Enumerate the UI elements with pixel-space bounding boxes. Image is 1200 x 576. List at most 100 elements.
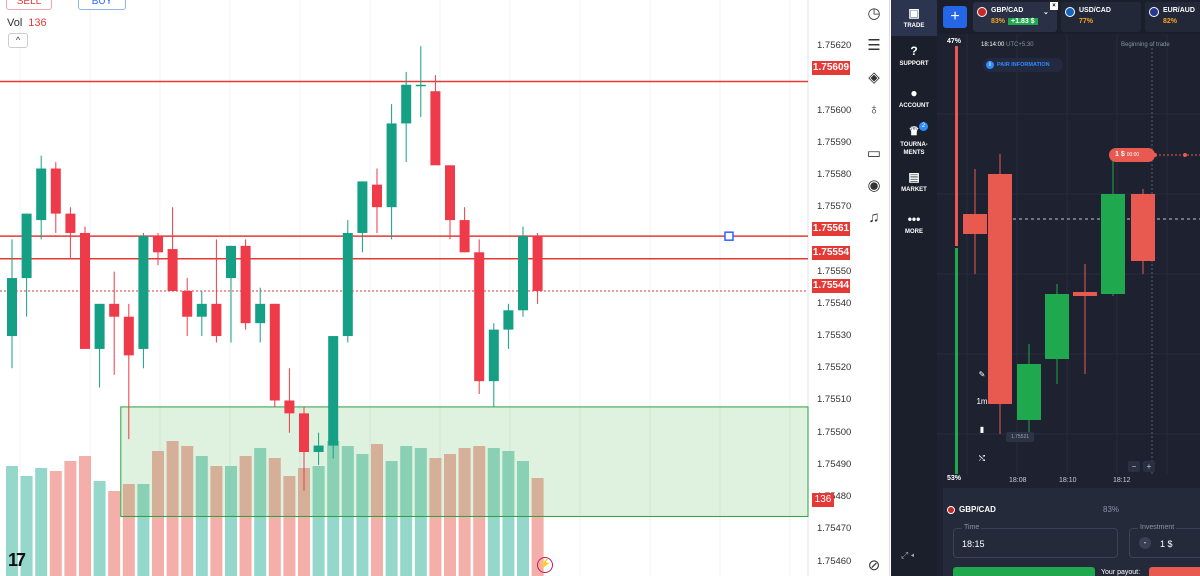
bell-icon[interactable]: ♫ [868,209,880,226]
volume-bar [152,451,164,576]
fullscreen-icon[interactable]: ⤢ ◂ [901,550,915,560]
candle-body [430,91,441,166]
tab-usd-cad[interactable]: USD/CAD 77% [1061,2,1141,32]
candle-body [284,400,295,414]
flag-icon [977,7,987,17]
volume-bar [517,461,529,576]
volume-bar [341,446,354,576]
candlestick-chart[interactable] [0,0,858,576]
compass-icon[interactable]: ⊘ [867,557,881,574]
investment-field[interactable]: Investment 1 $ [1129,524,1200,558]
tradingview-chart[interactable]: SELL BUY Vol 136 ^ 1.75620 1.75600 1.75590 1… [0,0,858,576]
collapse-legend-button[interactable]: ^ [8,33,28,48]
payout-label: Your payout: [1101,569,1141,576]
candle-body [988,174,1012,404]
volume-bar [79,456,91,576]
add-asset-button[interactable]: + [943,6,967,28]
chart-type-icon[interactable]: ▮ [979,425,985,434]
sidebar-item-label: TRADE [903,23,925,29]
volume-bar [414,448,427,576]
tab-label: USD/CAD [1079,7,1111,14]
volume-bar [502,451,515,576]
close-icon[interactable]: × [1050,2,1058,10]
candle-body [518,236,528,311]
highlight-zone [120,406,809,517]
investment-field-value: 1 $ [1160,539,1173,549]
sidebar-item-account[interactable]: ● ACCOUNT [891,86,937,109]
sell-percentage: 53% [947,475,962,482]
higher-button[interactable] [953,567,1095,576]
buy-button[interactable]: BUY [78,0,126,10]
sidebar-item-market[interactable]: ▤ MARKET [891,170,937,193]
line-handle [724,231,734,241]
trading-app: ▣ TRADE ? SUPPORT ● ACCOUNT ♛ TOURNA- MENTS … [891,0,1200,576]
candle-body [1017,364,1041,420]
trade-time: 00:00 [1126,152,1140,158]
volume-bar [49,471,62,576]
zoom-out-button[interactable]: − [1128,461,1140,472]
tab-payout: 83% [991,18,1006,25]
candle-body [123,316,134,356]
chat-icon[interactable]: ▭ [866,145,882,162]
decrease-investment-button[interactable]: - [1139,537,1151,549]
candle-body [138,236,149,349]
volume-bar [400,446,413,576]
sidebar-item-trade[interactable]: ▣ TRADE [891,0,937,36]
add-list-icon[interactable]: ☰ [867,37,881,54]
broadcast-icon[interactable]: ◉ [867,177,881,194]
volume-badge: 136 [812,493,834,507]
candle-body [1045,294,1069,359]
layers-icon[interactable]: ◈ [868,69,880,86]
volume-bar [268,458,281,576]
sell-button[interactable]: SELL [6,0,52,10]
indicator-icon[interactable]: ⤭ [978,454,986,463]
price-tick-label: 1.75600 [817,104,852,116]
pencil-icon[interactable]: ✎ [978,370,986,379]
sidebar-item-tournaments[interactable]: ♛ TOURNA- MENTS [891,124,937,157]
candle-body [328,336,339,446]
candle-body [7,278,17,337]
clock-icon[interactable]: ◷ [867,5,881,22]
sidebar-item-label: ACCOUNT [899,103,929,109]
candle-body [255,303,266,324]
time-tick: 18:12 [1113,477,1131,484]
candle-body [313,445,324,453]
candle-body [401,84,412,124]
tab-gbp-cad[interactable]: GBP/CAD 83% +1.83 $ ⌄ × [973,2,1058,32]
pair-information-button[interactable]: PAIR INFORMATION [983,58,1063,72]
candle-body [50,168,61,214]
sidebar-item-label: SUPPORT [899,61,929,67]
lightning-icon[interactable]: ⚡ [537,557,553,573]
volume-bar [108,491,121,576]
tab-eur-aud[interactable]: EUR/AUD 82% [1145,2,1200,32]
beginning-of-trade-label: Beginning of trade [1121,42,1170,48]
volume-legend-value: 136 [28,17,47,29]
volume-bar [64,461,77,576]
tradingview-logo[interactable]: 17 [8,550,26,570]
timeframe-button[interactable]: 1m [976,397,988,406]
candle-body [240,245,251,324]
sidebar-item-support[interactable]: ? SUPPORT [891,44,937,67]
volume-legend: Vol 136 [7,17,47,29]
help-icon: ? [910,44,918,58]
candle-body [357,181,368,233]
lightbulb-icon[interactable]: ♁ [868,101,880,118]
volume-bar [166,441,179,576]
trade-chart[interactable] [937,34,1200,488]
price-tick-label: 1.75540 [817,297,852,309]
candle-body [21,213,32,279]
time-field[interactable]: Time 18:15 [953,524,1118,558]
chevron-down-icon[interactable]: ⌄ [1043,9,1049,16]
sidebar-item-more[interactable]: ••• MORE [891,212,937,235]
tab-label: EUR/AUD [1163,7,1195,14]
trade-point [1183,153,1187,157]
timezone-label: UTC+5:30 [1006,42,1034,48]
time-tick: 18:10 [1059,477,1077,484]
volume-bar [487,448,500,576]
price-tick-label: 1.75510 [817,394,852,406]
sidebar-item-label: TOURNA- MENTS [900,142,928,156]
volume-bar [225,466,237,576]
lower-button[interactable] [1149,567,1200,576]
flag-icon [1065,7,1075,17]
zoom-in-button[interactable]: + [1143,461,1155,472]
